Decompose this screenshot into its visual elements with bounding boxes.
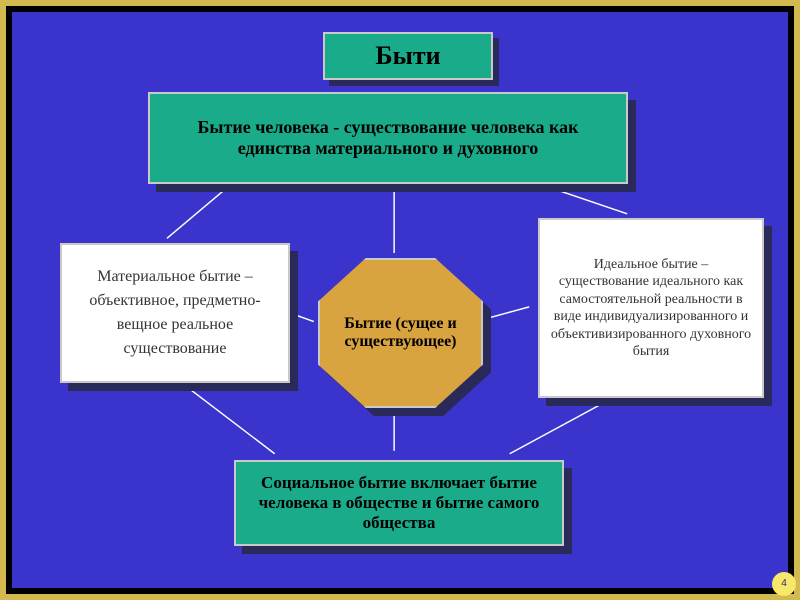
right-box-text: Идеальное бытие – существование идеально… (550, 256, 752, 361)
slide-number-text: 4 (781, 579, 787, 589)
left-box-text: Материальное бытие – объективное, предме… (72, 265, 278, 361)
center-octagon: Бытие (сущее и существующее) (318, 258, 483, 408)
right-box: Идеальное бытие – существование идеально… (538, 218, 764, 398)
slide-number-badge: 4 (772, 572, 796, 596)
left-box: Материальное бытие – объективное, предме… (60, 243, 290, 383)
center-octagon-text: Бытие (сущее и существующее) (328, 315, 473, 351)
bottom-box: Социальное бытие включает бытие человека… (234, 460, 564, 546)
title-box: Быти (323, 32, 493, 80)
slide-stage: Быти Бытие человека - существование чело… (6, 6, 794, 594)
bottom-box-text: Социальное бытие включает бытие человека… (246, 473, 552, 533)
title-text: Быти (375, 41, 440, 71)
top-box-text: Бытие человека - существование человека … (160, 117, 616, 159)
top-box: Бытие человека - существование человека … (148, 92, 628, 184)
slide-inner: Быти Бытие человека - существование чело… (18, 18, 782, 582)
